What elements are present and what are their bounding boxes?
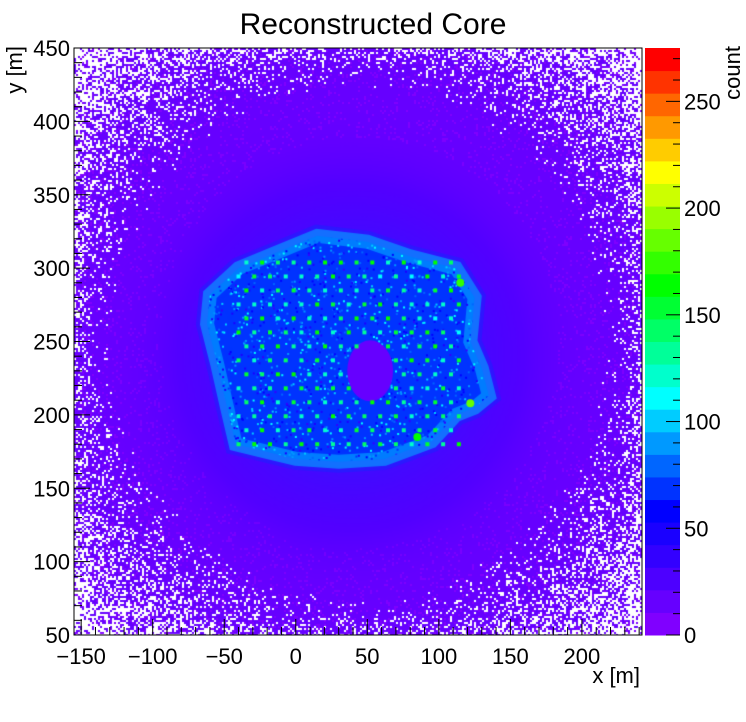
y-tick-label: 250 [33,330,70,355]
color-scale-segment [645,431,680,455]
y-tick-label: 300 [33,256,70,281]
color-scale-segment [645,296,680,320]
color-scale-segment [645,386,680,410]
x-tick-label: 100 [420,644,457,669]
color-scale-segment [645,183,680,207]
heatmap-plot-area [74,48,642,635]
color-scale-segment [645,318,680,342]
color-scale-segment [645,273,680,297]
y-tick-label: 100 [33,550,70,575]
color-scale-bar [645,48,680,636]
color-scale-segment [645,115,680,139]
color-scale-segment [645,70,680,94]
x-axis-label: x [m] [592,663,640,688]
z-tick-label: 0 [684,623,696,648]
z-axis-label: count [720,46,745,100]
y-tick-label: 150 [33,476,70,501]
color-scale-segment [645,454,680,478]
axes: −150 −100 −50 0 50 100 150 200 50 100 150 200 250 300… [33,36,720,669]
z-tick-label: 100 [684,410,721,435]
y-tick-label: 400 [33,109,70,134]
color-scale-segment [645,567,680,591]
x-tick-label: −150 [56,644,106,669]
color-scale-segment [645,364,680,388]
color-scale-segment [645,589,680,613]
color-scale-segment [645,93,680,117]
color-scale-segment [645,544,680,568]
y-tick-label: 350 [33,183,70,208]
color-scale-segment [645,499,680,523]
z-tick-label: 50 [684,516,708,541]
color-scale-segment [645,160,680,184]
x-tick-label: 50 [355,644,379,669]
z-tick-label: 150 [684,303,721,328]
color-scale-segment [645,522,680,546]
z-tick-label: 200 [684,196,721,221]
y-axis-label: y [m] [2,46,27,94]
color-scale-segment [645,48,680,72]
color-scale-segment [645,476,680,501]
color-scale-segment [645,409,680,433]
x-tick-label: −50 [206,644,243,669]
x-tick-label: 200 [564,644,601,669]
color-scale-segment [645,251,680,275]
heatmap-image [74,48,642,635]
y-tick-label: 450 [33,36,70,61]
x-tick-label: 150 [492,644,529,669]
y-tick-label: 200 [33,403,70,428]
y-tick-label: 50 [46,623,70,648]
color-scale-segment [645,138,680,162]
color-scale-segment [645,612,680,636]
chart-title: Reconstructed Core [240,8,507,41]
z-tick-label: 250 [684,89,721,114]
x-tick-label: 0 [290,644,302,669]
x-tick-label: −100 [128,644,178,669]
color-scale-segment [645,206,680,230]
color-scale-segment [645,228,680,252]
color-scale-segment [645,341,680,365]
